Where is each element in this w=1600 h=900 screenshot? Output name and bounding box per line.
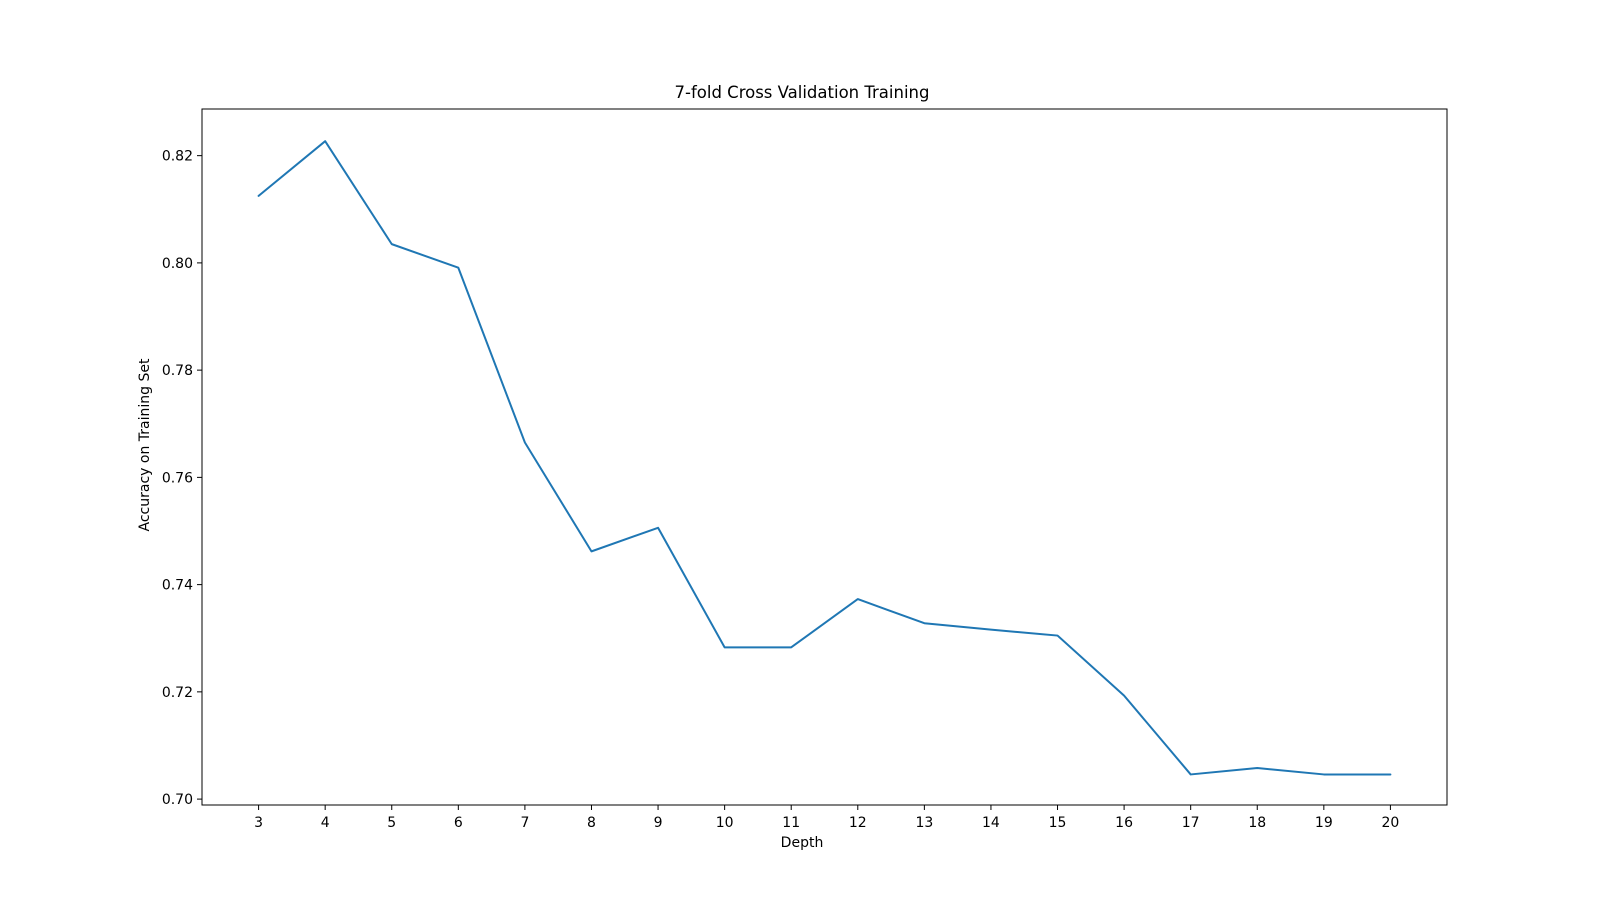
plot-area: 3 4 5 6 7 8 9 10 11 12 13 14 15 16 17 18 19 20 0.70 0.72 0.7… bbox=[162, 108, 1448, 831]
y-tick-label: 0.80 bbox=[162, 256, 193, 272]
x-tick-label: 10 bbox=[716, 815, 734, 831]
data-point bbox=[323, 139, 327, 143]
x-tick-label: 7 bbox=[520, 815, 529, 831]
data-point bbox=[1322, 772, 1326, 776]
series-line bbox=[257, 140, 1392, 776]
x-axis-label: Depth bbox=[781, 835, 824, 851]
x-tick-label: 17 bbox=[1182, 815, 1200, 831]
data-point bbox=[1255, 766, 1259, 770]
x-tick-label: 11 bbox=[782, 815, 800, 831]
x-tick-label: 18 bbox=[1248, 815, 1266, 831]
x-tick-label: 19 bbox=[1315, 815, 1333, 831]
data-point bbox=[856, 597, 860, 601]
data-point bbox=[589, 549, 593, 553]
data-point bbox=[1122, 694, 1126, 698]
x-tick-label: 9 bbox=[654, 815, 663, 831]
x-tick-label: 8 bbox=[587, 815, 596, 831]
data-point bbox=[1189, 772, 1193, 776]
data-point bbox=[656, 526, 660, 530]
x-tick-label: 14 bbox=[982, 815, 1000, 831]
x-tick-label: 20 bbox=[1381, 815, 1399, 831]
data-point bbox=[1388, 772, 1392, 776]
data-point bbox=[257, 194, 261, 198]
x-tick-label: 13 bbox=[915, 815, 933, 831]
x-tick-label: 3 bbox=[254, 815, 263, 831]
y-tick-label: 0.82 bbox=[162, 149, 193, 165]
y-tick-label: 0.78 bbox=[162, 363, 193, 379]
x-tick-label: 4 bbox=[321, 815, 330, 831]
data-point bbox=[390, 242, 394, 246]
y-axis-label: Accuracy on Training Set bbox=[137, 358, 153, 531]
plot-frame bbox=[201, 108, 1448, 806]
y-tick-label: 0.74 bbox=[162, 578, 193, 594]
x-tick-label: 16 bbox=[1115, 815, 1133, 831]
chart-title: 7-fold Cross Validation Training bbox=[675, 83, 930, 102]
data-point bbox=[789, 645, 793, 649]
data-point bbox=[922, 621, 926, 625]
x-tick-label: 15 bbox=[1049, 815, 1067, 831]
data-point bbox=[723, 645, 727, 649]
x-tick-label: 6 bbox=[454, 815, 463, 831]
x-tick-label: 12 bbox=[849, 815, 867, 831]
y-tick-label: 0.76 bbox=[162, 470, 193, 486]
data-point bbox=[523, 441, 527, 445]
data-point bbox=[456, 266, 460, 270]
data-point bbox=[1056, 634, 1060, 638]
y-tick-label: 0.70 bbox=[162, 792, 193, 808]
x-tick-label: 5 bbox=[387, 815, 396, 831]
y-tick-label: 0.72 bbox=[162, 685, 193, 701]
data-point bbox=[989, 628, 993, 632]
